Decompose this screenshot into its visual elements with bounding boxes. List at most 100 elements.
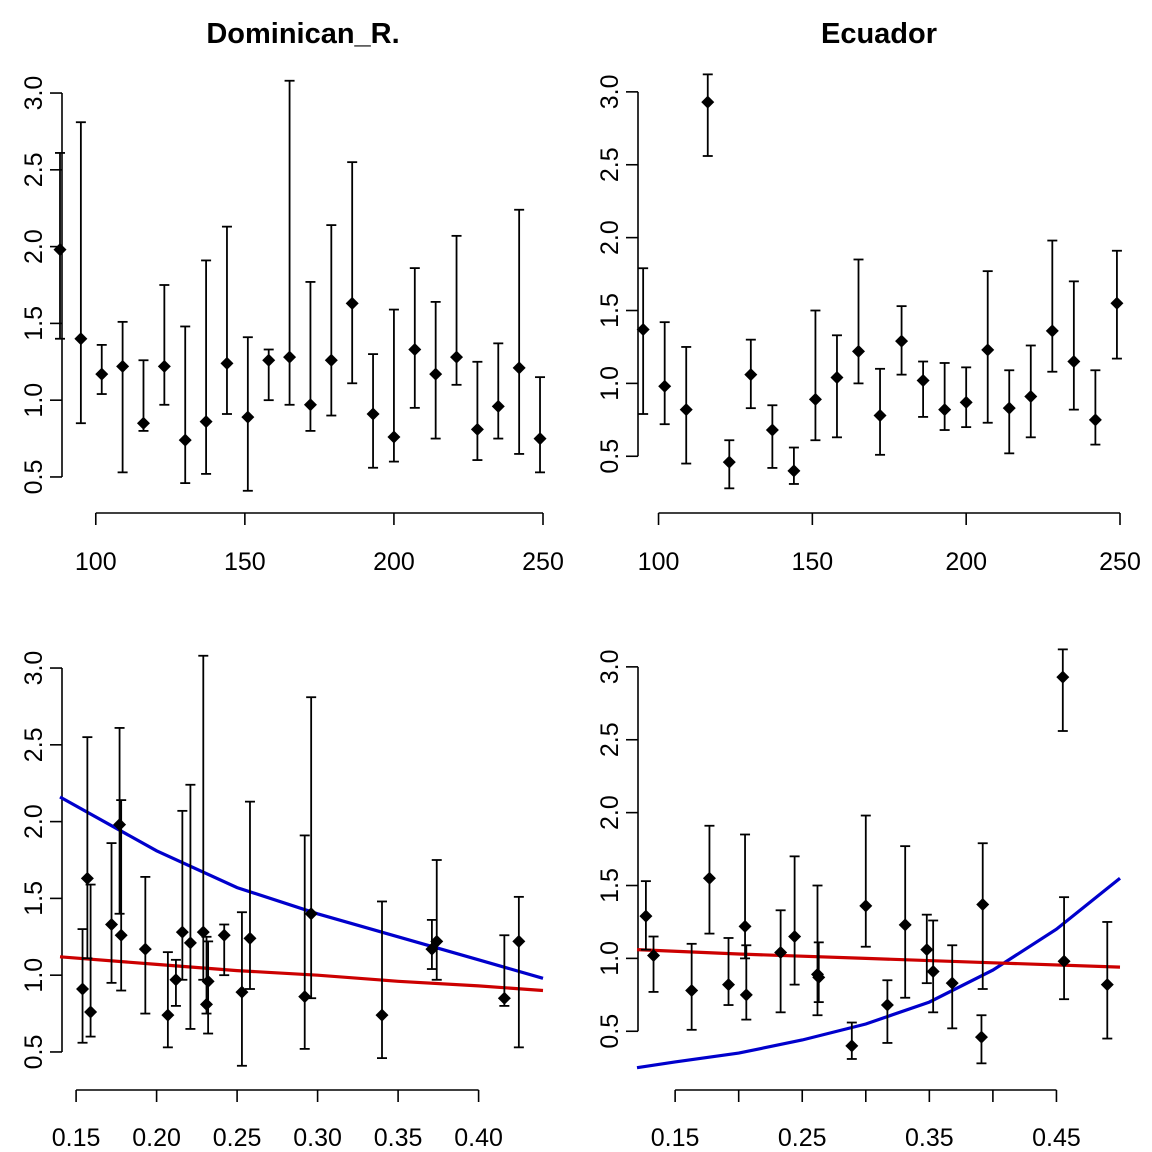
data-point (639, 909, 653, 923)
y-tick-label: 2.0 (20, 229, 48, 264)
error-bar (1059, 896, 1070, 1001)
y-tick-label: 1.5 (596, 868, 624, 903)
error-bar (977, 842, 988, 990)
error-bar (831, 334, 842, 439)
y-tick-label: 0.5 (596, 439, 624, 474)
data-point (845, 1039, 859, 1053)
y-tick-label: 1.5 (596, 293, 624, 328)
data-point (80, 871, 94, 885)
panel-dominican-r-rate: 0.15 0.20 0.25 0.30 0.35 0.40 0.5 1.0 1.5 2.0 2.5 3… (20, 651, 544, 1152)
error-bar (860, 814, 871, 948)
error-bar (812, 884, 823, 1017)
data-point (685, 983, 699, 997)
y-tick-label: 3.0 (596, 74, 624, 109)
y-tick-label: 3.0 (20, 76, 48, 111)
data-point (702, 871, 716, 885)
data-point (774, 946, 788, 960)
data-point (157, 359, 171, 373)
data-point (920, 943, 934, 957)
data-point (1056, 670, 1070, 684)
data-point (1110, 296, 1124, 310)
data-point (201, 974, 215, 988)
error-bar (326, 224, 337, 417)
error-bar (882, 979, 893, 1044)
data-point (408, 343, 422, 356)
data-point (136, 416, 150, 430)
data-point (345, 296, 359, 310)
data-point (873, 408, 887, 422)
error-bar (535, 376, 546, 474)
data-point (787, 464, 801, 478)
data-point (76, 982, 90, 996)
panel-ecuador-index: Ecuador 100 150 200 250 0.5 1.0 1.5 2.0 2.5 3.0 (596, 18, 1141, 576)
error-bar (221, 225, 232, 415)
data-point (1024, 390, 1038, 404)
data-point (178, 433, 192, 447)
x-axis: 100 150 200 250 (75, 512, 564, 576)
data-point (738, 919, 752, 933)
data-point (898, 918, 912, 932)
y-tick-label: 0.5 (20, 460, 48, 495)
data-point (175, 925, 189, 939)
x-tick-label: 150 (224, 548, 266, 576)
data-point (701, 95, 715, 109)
error-bar (648, 935, 659, 993)
error-bar (810, 309, 821, 442)
x-tick-label: 0.30 (293, 1124, 342, 1152)
red-fit-curve (636, 948, 1121, 969)
panel-dominican-r-index: Dominican_R. 100 150 200 250 0.5 1.0 1.5 2.0 2.5… (20, 18, 564, 576)
error-bar (789, 855, 800, 986)
error-bar (180, 325, 191, 485)
error-bar (740, 833, 751, 960)
data-point (324, 353, 338, 367)
y-tick-label: 2.5 (20, 152, 48, 187)
data-point (161, 1008, 175, 1022)
error-bar (1047, 239, 1058, 373)
y-axis: 0.5 1.0 1.5 2.0 2.5 3.0 (596, 74, 639, 474)
panel-ecuador-rate: 0.15 0.25 0.35 0.45 0.5 1.0 1.5 2.0 2.5 3.0 (596, 648, 1122, 1152)
data-point (53, 243, 67, 257)
error-bar (299, 834, 310, 1050)
data-point (512, 934, 526, 948)
data-point (830, 371, 844, 385)
data-point (366, 407, 380, 421)
y-tick-label: 1.0 (20, 383, 48, 418)
data-point (1088, 413, 1102, 427)
x-tick-label: 150 (791, 548, 833, 576)
error-bar (306, 696, 317, 1000)
x-tick-label: 0.20 (132, 1124, 181, 1152)
x-axis: 100 150 200 250 (638, 512, 1141, 576)
data-point (95, 367, 109, 381)
error-bar (472, 360, 483, 461)
y-tick-label: 2.5 (20, 727, 48, 762)
y-axis: 0.5 1.0 1.5 2.0 2.5 3.0 (20, 76, 63, 495)
data-point (74, 332, 88, 346)
data-point (636, 322, 650, 336)
x-tick-label: 0.25 (213, 1124, 262, 1152)
x-tick-label: 200 (373, 548, 415, 576)
x-tick-label: 100 (638, 548, 680, 576)
data-point (235, 985, 249, 999)
data-point (679, 403, 693, 417)
data-point (491, 399, 505, 413)
data-point (1057, 954, 1071, 968)
data-point (1100, 978, 1114, 992)
panel-title: Dominican_R. (206, 18, 399, 50)
data-point (298, 990, 312, 1004)
error-bar (185, 783, 196, 1030)
data-point (450, 350, 464, 364)
data-point (470, 422, 484, 436)
error-bar (514, 208, 525, 455)
y-tick-label: 2.5 (596, 147, 624, 182)
data-point (938, 403, 952, 417)
data-point (304, 907, 318, 921)
data-point (241, 410, 255, 424)
red-fit-curve (59, 955, 544, 993)
error-bar (377, 900, 387, 1060)
data-point (199, 415, 213, 429)
data-point (283, 350, 297, 364)
x-tick-label: 0.40 (454, 1124, 503, 1152)
error-bar (177, 809, 188, 981)
data-point (303, 398, 317, 412)
